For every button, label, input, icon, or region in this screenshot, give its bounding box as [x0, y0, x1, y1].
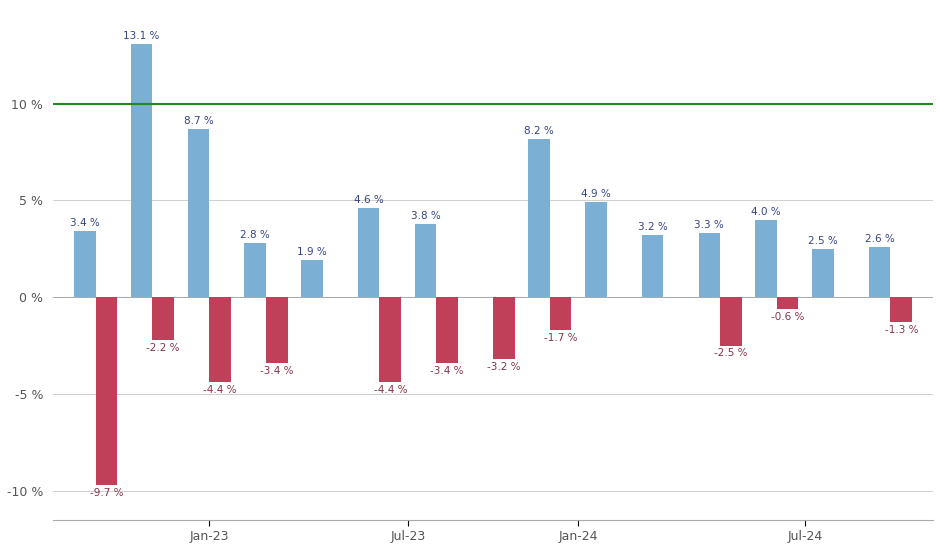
Text: 4.0 %: 4.0 % [751, 207, 781, 217]
Text: 4.9 %: 4.9 % [581, 189, 611, 200]
Text: 2.6 %: 2.6 % [865, 234, 895, 244]
Bar [494, 297, 514, 359]
Bar [96, 297, 118, 485]
Text: -3.4 %: -3.4 % [260, 366, 293, 376]
Bar [210, 297, 230, 382]
Text: -2.5 %: -2.5 % [714, 348, 747, 359]
Bar [244, 243, 266, 297]
Text: -4.4 %: -4.4 % [203, 385, 237, 395]
Text: -1.7 %: -1.7 % [544, 333, 577, 343]
Bar [585, 202, 606, 297]
Text: 8.7 %: 8.7 % [183, 116, 213, 126]
Text: 3.3 %: 3.3 % [695, 221, 724, 230]
Text: 2.8 %: 2.8 % [241, 230, 270, 240]
Bar [777, 297, 798, 309]
Text: -3.4 %: -3.4 % [431, 366, 463, 376]
Bar [642, 235, 664, 297]
Bar [720, 297, 742, 345]
Text: 2.5 %: 2.5 % [808, 236, 838, 246]
Bar [698, 233, 720, 297]
Bar [550, 297, 572, 330]
Bar [152, 297, 174, 340]
Bar [131, 43, 152, 297]
Text: 3.8 %: 3.8 % [411, 211, 440, 221]
Text: -1.3 %: -1.3 % [885, 325, 918, 335]
Bar [436, 297, 458, 363]
Bar [74, 232, 96, 297]
Text: -9.7 %: -9.7 % [89, 488, 123, 498]
Bar [415, 224, 436, 297]
Bar [380, 297, 401, 382]
Text: 13.1 %: 13.1 % [123, 31, 160, 41]
Bar [756, 220, 777, 297]
Text: -0.6 %: -0.6 % [771, 312, 805, 322]
Text: -3.2 %: -3.2 % [487, 362, 521, 372]
Bar [266, 297, 288, 363]
Text: 8.2 %: 8.2 % [525, 125, 554, 136]
Text: 3.2 %: 3.2 % [637, 222, 667, 232]
Text: 4.6 %: 4.6 % [353, 195, 384, 205]
Bar [188, 129, 210, 297]
Bar [528, 139, 550, 297]
Text: 3.4 %: 3.4 % [70, 218, 100, 228]
Bar [358, 208, 380, 297]
Text: -4.4 %: -4.4 % [373, 385, 407, 395]
Text: 1.9 %: 1.9 % [297, 248, 327, 257]
Bar [301, 260, 322, 297]
Bar [890, 297, 912, 322]
Bar [869, 247, 890, 297]
Bar [812, 249, 834, 297]
Text: -2.2 %: -2.2 % [147, 343, 180, 353]
